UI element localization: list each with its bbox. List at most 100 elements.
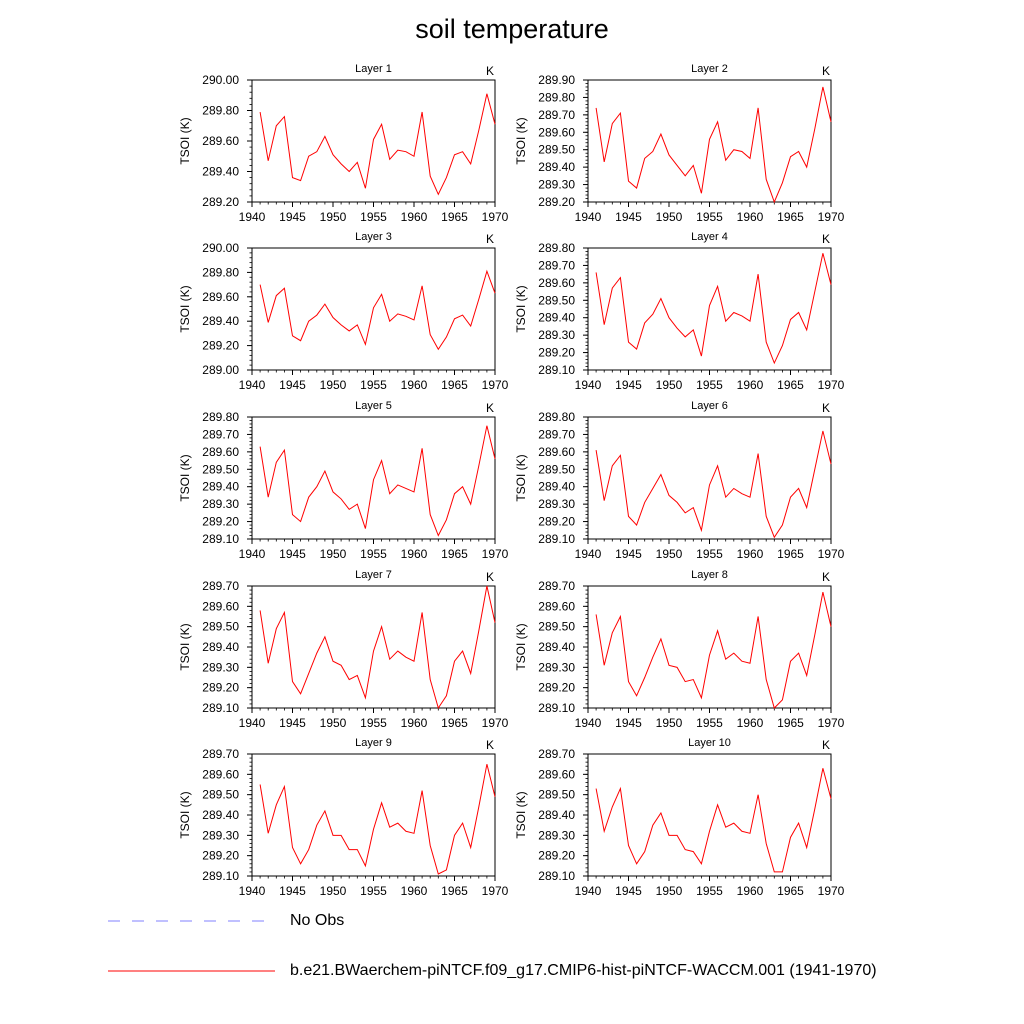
- panel-8: Layer 8 K 289.70 289.60 289.50 289.40 289.30 28…: [514, 569, 845, 730]
- y-tick-label: 289.30: [202, 660, 239, 674]
- x-tick-label: 1960: [401, 716, 428, 730]
- panel-10: Layer 10 K 289.70 289.60 289.50 289.40 289.30 2…: [514, 737, 845, 898]
- x-tick-label: 1955: [360, 210, 387, 224]
- series-line: [259, 269, 496, 351]
- y-tick-label: 289.20: [538, 515, 575, 529]
- x-tick-label: 1960: [401, 378, 428, 392]
- x-tick-label: 1965: [441, 378, 468, 392]
- y-tick-label: 289.50: [538, 620, 575, 634]
- x-tick-label: 1940: [575, 884, 602, 898]
- y-tick-label: 289.10: [538, 701, 575, 715]
- series-line: [259, 585, 496, 710]
- x-tick-label: 1945: [279, 884, 306, 898]
- y-tick-label: 289.20: [538, 849, 575, 863]
- x-tick-label: 1950: [320, 210, 347, 224]
- x-tick-label: 1945: [279, 547, 306, 561]
- y-tick-label: 289.50: [538, 293, 575, 307]
- x-tick-label: 1945: [615, 547, 642, 561]
- x-tick-label: 1970: [482, 884, 509, 898]
- y-axis-label: TSOI (K): [178, 117, 192, 164]
- y-tick-label: 289.80: [538, 410, 575, 424]
- x-tick-label: 1945: [615, 210, 642, 224]
- x-tick-label: 1945: [615, 378, 642, 392]
- panel-unit-label: K: [486, 401, 494, 415]
- y-tick-label: 289.40: [202, 640, 239, 654]
- y-tick-label: 289.40: [538, 311, 575, 325]
- panel-unit-label: K: [822, 738, 830, 752]
- y-tick-label: 289.70: [202, 579, 239, 593]
- y-tick-label: 289.10: [538, 869, 575, 883]
- y-tick-label: 289.70: [538, 258, 575, 272]
- chart-main-title: soil temperature: [415, 14, 609, 44]
- y-tick-label: 289.40: [202, 314, 239, 328]
- x-tick-label: 1940: [575, 716, 602, 730]
- series-line: [259, 764, 496, 875]
- y-axis-label: TSOI (K): [514, 117, 528, 164]
- x-tick-label: 1945: [279, 378, 306, 392]
- y-tick-label: 289.80: [202, 104, 239, 118]
- x-tick-label: 1945: [615, 884, 642, 898]
- y-tick-label: 289.60: [538, 276, 575, 290]
- x-tick-label: 1960: [737, 210, 764, 224]
- series-line: [595, 430, 832, 539]
- x-tick-label: 1955: [696, 884, 723, 898]
- y-tick-label: 289.60: [202, 290, 239, 304]
- panel-3: Layer 3 K 290.00 289.80 289.60 289.40 289.20 28…: [178, 231, 509, 392]
- x-tick-label: 1950: [320, 716, 347, 730]
- legend-label-model: b.e21.BWaerchem-piNTCF.f09_g17.CMIP6-his…: [290, 962, 877, 979]
- legend-label-no-obs: No Obs: [290, 912, 345, 929]
- x-tick-label: 1965: [441, 884, 468, 898]
- x-tick-label: 1960: [737, 884, 764, 898]
- x-tick-label: 1970: [482, 210, 509, 224]
- x-tick-label: 1945: [279, 716, 306, 730]
- y-tick-label: 289.50: [202, 462, 239, 476]
- x-tick-label: 1950: [320, 547, 347, 561]
- x-tick-label: 1965: [777, 210, 804, 224]
- y-tick-label: 290.00: [202, 73, 239, 87]
- y-tick-label: 289.70: [538, 427, 575, 441]
- panel-7: Layer 7 K 289.70 289.60 289.50 289.40 289.30 28…: [178, 569, 509, 730]
- y-tick-label: 289.80: [538, 90, 575, 104]
- panel-unit-label: K: [486, 738, 494, 752]
- panel-unit-label: K: [486, 64, 494, 78]
- y-tick-label: 289.70: [538, 747, 575, 761]
- x-tick-label: 1950: [320, 378, 347, 392]
- x-tick-label: 1950: [320, 884, 347, 898]
- y-axis-label: TSOI (K): [178, 454, 192, 501]
- y-tick-label: 289.30: [538, 328, 575, 342]
- x-tick-label: 1970: [818, 547, 845, 561]
- plot-frame: [251, 416, 496, 540]
- x-tick-label: 1970: [818, 716, 845, 730]
- y-tick-label: 289.10: [538, 363, 575, 377]
- panel-5: Layer 5 K 289.80 289.70 289.60 289.50 289.40 28…: [178, 400, 509, 561]
- x-tick-label: 1955: [696, 716, 723, 730]
- panel-title: Layer 6: [691, 400, 728, 412]
- x-tick-label: 1950: [656, 378, 683, 392]
- y-tick-label: 289.20: [538, 346, 575, 360]
- y-tick-label: 289.20: [202, 681, 239, 695]
- x-tick-label: 1960: [737, 378, 764, 392]
- y-tick-label: 289.80: [202, 265, 239, 279]
- y-tick-label: 289.30: [202, 828, 239, 842]
- y-tick-label: 289.60: [538, 767, 575, 781]
- y-tick-label: 289.10: [202, 701, 239, 715]
- y-tick-label: 289.20: [202, 339, 239, 353]
- x-tick-label: 1965: [441, 716, 468, 730]
- series-line: [595, 86, 832, 204]
- x-tick-label: 1955: [360, 716, 387, 730]
- y-tick-label: 289.30: [538, 178, 575, 192]
- y-axis-label: TSOI (K): [178, 623, 192, 670]
- y-tick-label: 289.70: [538, 579, 575, 593]
- y-tick-label: 289.60: [202, 445, 239, 459]
- x-tick-label: 1940: [239, 716, 266, 730]
- y-tick-label: 289.80: [202, 410, 239, 424]
- x-tick-label: 1970: [482, 547, 509, 561]
- y-tick-label: 289.50: [538, 788, 575, 802]
- x-tick-label: 1945: [279, 210, 306, 224]
- y-tick-label: 289.60: [538, 125, 575, 139]
- y-tick-label: 289.40: [538, 808, 575, 822]
- y-axis-label: TSOI (K): [514, 791, 528, 838]
- y-tick-label: 289.20: [538, 195, 575, 209]
- x-tick-label: 1965: [441, 547, 468, 561]
